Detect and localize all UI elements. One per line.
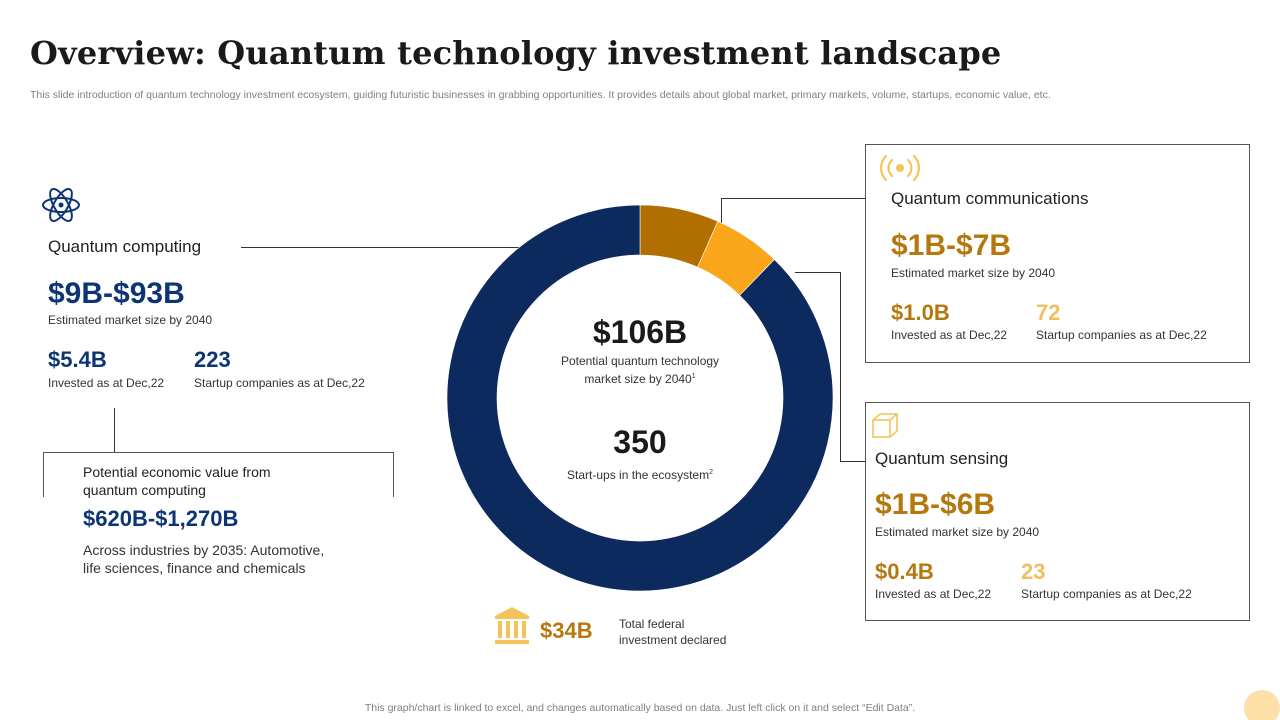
federal-label: Total federal investment declared bbox=[619, 616, 726, 648]
communications-market-label: Estimated market size by 2040 bbox=[891, 266, 1056, 280]
sensing-market-value: $1B-$6B bbox=[875, 488, 996, 521]
sensing-connector-h2 bbox=[840, 461, 866, 462]
computing-startups-label: Startup companies as at Dec,22 bbox=[194, 376, 365, 390]
atom-icon bbox=[42, 188, 80, 222]
computing-connector bbox=[241, 247, 520, 248]
computing-heading: Quantum computing bbox=[48, 237, 202, 256]
broadcast-icon bbox=[879, 154, 921, 182]
center-total-label-line1: Potential quantum technology bbox=[560, 354, 720, 368]
computing-invested-label: Invested as at Dec,22 bbox=[48, 376, 165, 390]
center-total-footnote: 1 bbox=[691, 373, 696, 380]
cube-icon bbox=[872, 413, 898, 438]
econ-value-box bbox=[43, 452, 394, 497]
center-startups-value: 350 bbox=[613, 424, 667, 460]
center-total-value: $106B bbox=[592, 314, 688, 350]
sensing-startups-value: 23 bbox=[1021, 559, 1046, 584]
page-subtitle: This slide introduction of quantum techn… bbox=[30, 89, 1051, 101]
econ-heading: Potential economic value from quantum co… bbox=[83, 463, 271, 499]
communications-heading: Quantum communications bbox=[891, 189, 1089, 208]
sensing-invested-label: Invested as at Dec,22 bbox=[875, 587, 992, 601]
center-startups-label: Start-ups in the ecosystem2 bbox=[520, 465, 760, 483]
econ-description-line1: Across industries by 2035: Automotive, bbox=[83, 542, 325, 558]
comm-connector-h bbox=[721, 198, 866, 199]
corner-decoration bbox=[1244, 690, 1280, 720]
sensing-heading: Quantum sensing bbox=[875, 449, 1009, 468]
sensing-card bbox=[865, 402, 1250, 621]
page-title: Overview: Quantum technology investment … bbox=[30, 34, 1002, 72]
communications-startups-label: Startup companies as at Dec,22 bbox=[1036, 328, 1207, 342]
center-total-label: Potential quantum technology market size… bbox=[520, 353, 760, 387]
sensing-startups-label: Startup companies as at Dec,22 bbox=[1021, 587, 1192, 601]
econ-value: $620B-$1,270B bbox=[83, 506, 239, 531]
donut-chart bbox=[446, 204, 834, 592]
computing-invested-value: $5.4B bbox=[48, 347, 107, 372]
econ-description-line2: life sciences, finance and chemicals bbox=[83, 560, 306, 576]
center-startups-footnote: 2 bbox=[709, 469, 713, 476]
econ-heading-line1: Potential economic value from bbox=[83, 464, 271, 480]
econ-description: Across industries by 2035: Automotive, l… bbox=[83, 541, 324, 577]
communications-startups-value: 72 bbox=[1036, 300, 1061, 325]
sensing-invested-value: $0.4B bbox=[875, 559, 934, 584]
federal-label-line1: Total federal bbox=[619, 617, 685, 631]
bank-icon bbox=[495, 607, 529, 644]
communications-invested-label: Invested as at Dec,22 bbox=[891, 328, 1008, 342]
center-startups-label-text: Start-ups in the ecosystem bbox=[567, 468, 710, 482]
computing-market-value: $9B-$93B bbox=[48, 277, 185, 310]
econ-connector bbox=[114, 408, 115, 452]
donut-slice-quantum-computing bbox=[446, 204, 834, 592]
communications-card bbox=[865, 144, 1250, 363]
center-total-label-line2: market size by 2040 bbox=[584, 372, 692, 386]
comm-connector-v bbox=[721, 198, 722, 223]
computing-startups-value: 223 bbox=[194, 347, 231, 372]
federal-label-line2: investment declared bbox=[619, 633, 727, 647]
sensing-connector-h1 bbox=[795, 272, 841, 273]
communications-invested-value: $1.0B bbox=[891, 300, 950, 325]
federal-value: $34B bbox=[540, 618, 593, 643]
communications-market-value: $1B-$7B bbox=[891, 229, 1012, 262]
chart-footnote: This graph/chart is linked to excel, and… bbox=[364, 702, 916, 714]
computing-market-label: Estimated market size by 2040 bbox=[48, 313, 213, 327]
sensing-connector-v bbox=[840, 272, 841, 461]
sensing-market-label: Estimated market size by 2040 bbox=[875, 525, 1040, 539]
econ-heading-line2: quantum computing bbox=[83, 482, 206, 498]
